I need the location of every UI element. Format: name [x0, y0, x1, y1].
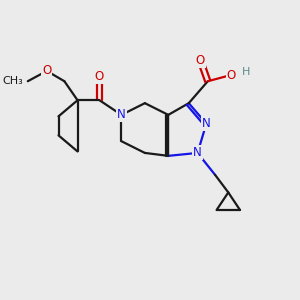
Text: H: H — [242, 68, 250, 77]
Text: N: N — [202, 117, 211, 130]
Text: O: O — [42, 64, 51, 77]
Text: N: N — [117, 108, 126, 122]
Text: N: N — [193, 146, 202, 159]
Text: O: O — [95, 70, 104, 83]
Text: O: O — [196, 54, 205, 67]
Text: O: O — [226, 69, 236, 82]
Text: CH₃: CH₃ — [3, 76, 23, 86]
